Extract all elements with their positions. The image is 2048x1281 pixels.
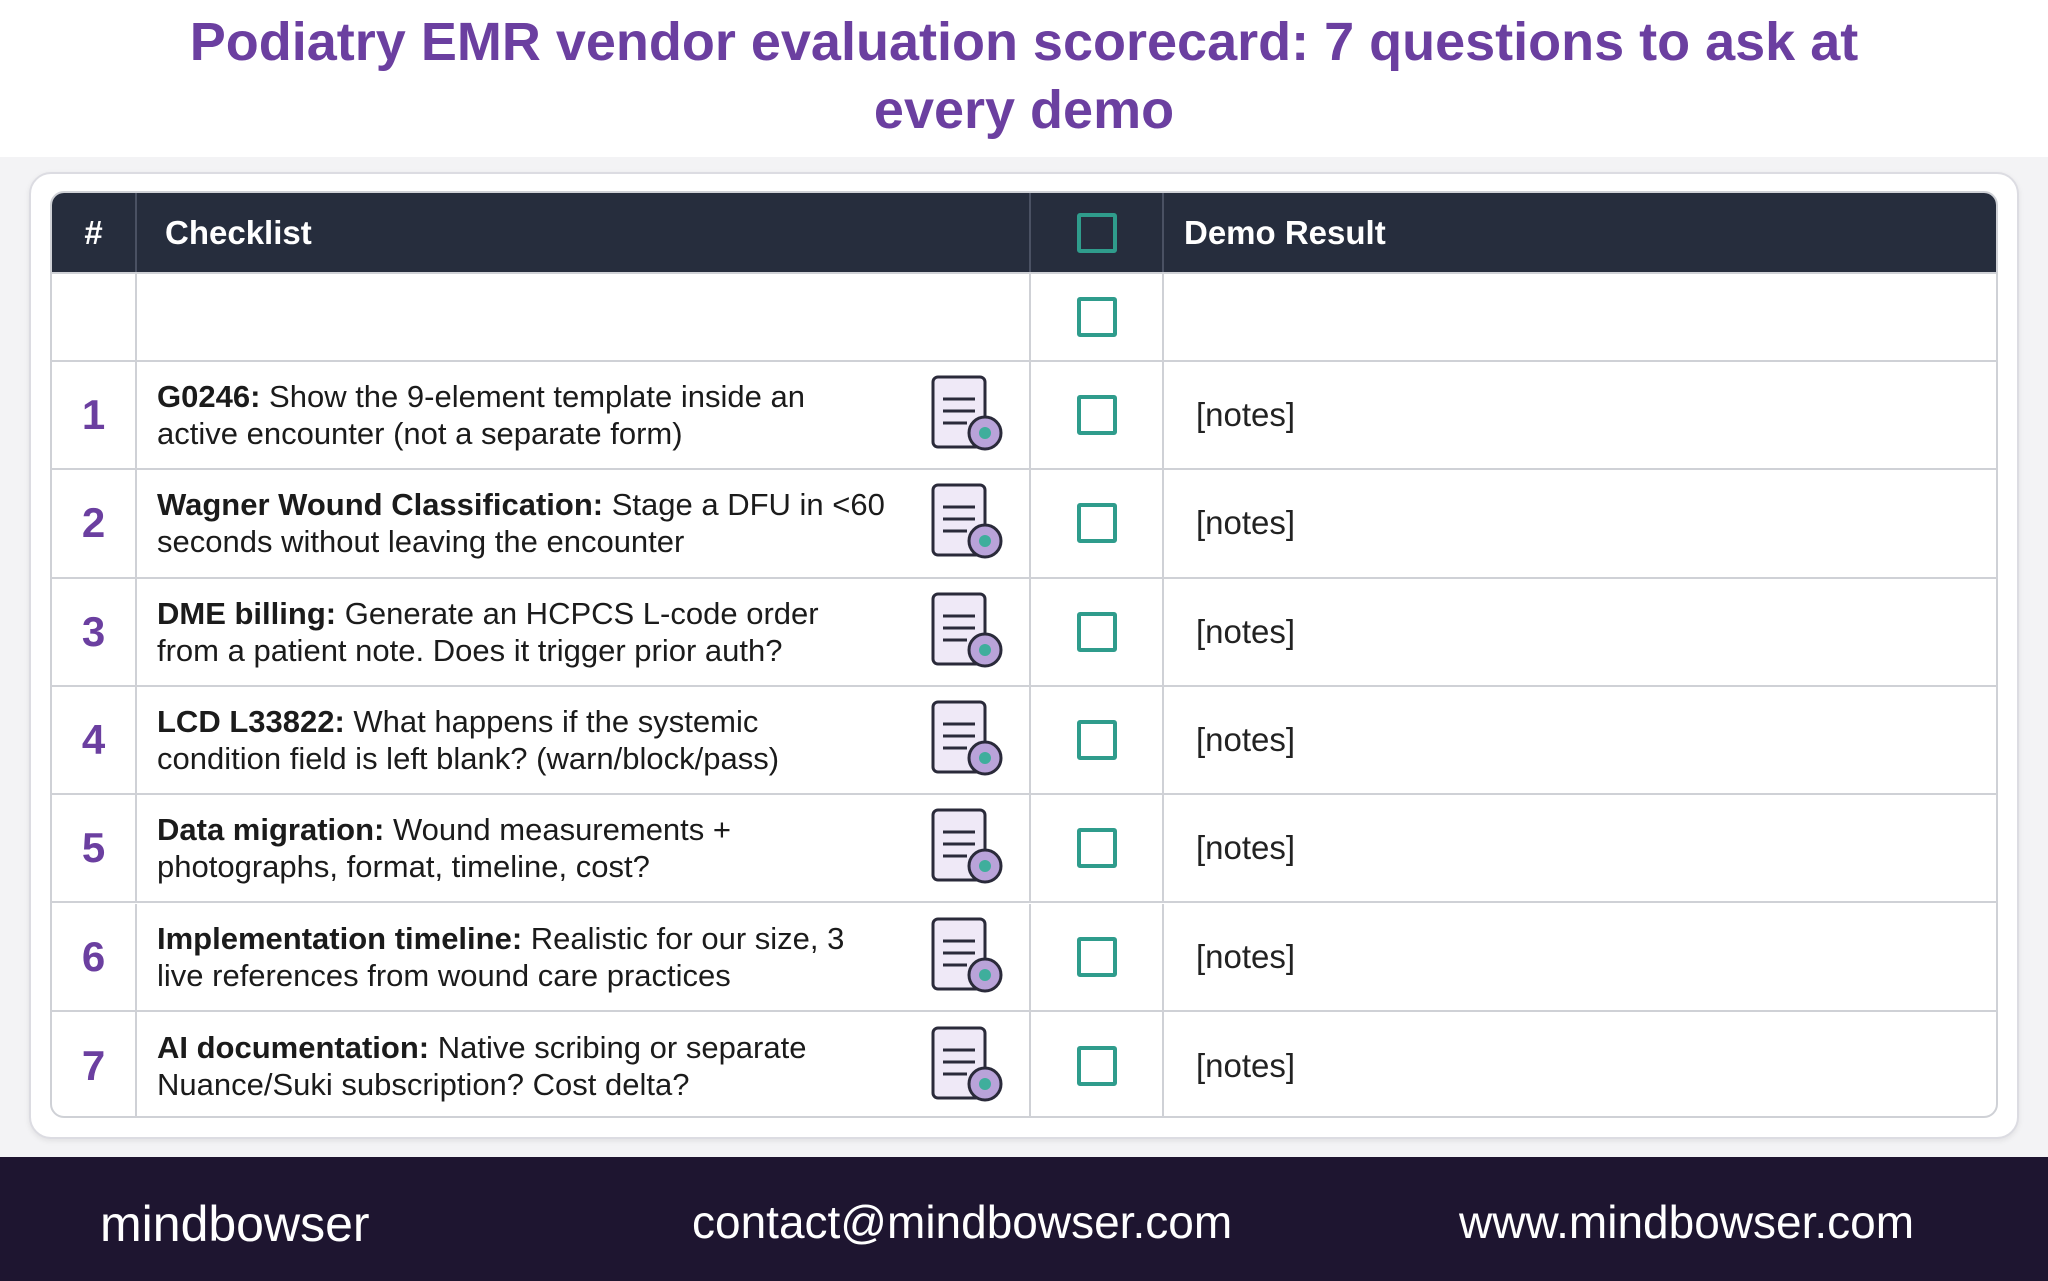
column-header: Checklist (137, 193, 1031, 272)
row-number: 1 (52, 362, 137, 469)
website[interactable]: www.mindbowser.com (1459, 1196, 1915, 1248)
row-number: 7 (52, 1011, 137, 1116)
item-label: G0246: (157, 379, 261, 415)
item-text: What happens if the systemic condition f… (157, 704, 780, 777)
row-number: 2 (52, 470, 137, 577)
cell (52, 274, 137, 360)
demo-result: [notes] (1196, 937, 1296, 975)
table-row: 4 LCD L33822: What happens if the systemi… (52, 686, 1996, 796)
checklist-text: AI documentation: Native scribing or sep… (157, 1029, 889, 1103)
table-row: 1 G0246: Show the 9-element template insi… (52, 362, 1996, 471)
logo: mindbowser (100, 1196, 370, 1252)
checklist-cell: LCD L33822: What happens if the systemic… (137, 686, 1031, 794)
checklist-text: Wagner Wound Classification: Stage a DFU… (157, 486, 889, 560)
item-label: Wagner Wound Classification: (157, 487, 604, 523)
column-header: Demo Result (1184, 213, 1386, 251)
checkbox[interactable] (1076, 503, 1117, 544)
checklist-cell: AI documentation: Native scribing or sep… (137, 1011, 1031, 1116)
checkbox-cell (1031, 470, 1164, 577)
item-text: Realistic for our size, 3 live reference… (157, 920, 845, 993)
checkbox[interactable] (1076, 611, 1117, 652)
icon (931, 592, 1003, 668)
header-row: # Checklist Demo Result (52, 193, 1996, 274)
checklist-cell: DME billing: Generate an HCPCS L-code or… (137, 578, 1031, 685)
item-text: Wound measurements + photographs, format… (157, 812, 732, 885)
checkbox-cell (1031, 903, 1164, 1010)
item-text: Native scribing or separate Nuance/Suki … (157, 1029, 807, 1102)
page-title: Podiatry EMR vendor evaluation scorecard… (189, 12, 1859, 140)
icon-holder (921, 479, 1011, 575)
demo-result: [notes] (1196, 1046, 1296, 1084)
item-label: Data migration: (157, 812, 385, 848)
checklist-cell: Data migration: Wound measurements + pho… (137, 795, 1031, 902)
card (29, 172, 2019, 1139)
icon-holder (921, 371, 1011, 467)
icon (931, 1026, 1003, 1102)
checkbox[interactable] (1076, 297, 1117, 337)
item-label: Implementation timeline: (157, 920, 523, 956)
checklist-text: Data migration: Wound measurements + pho… (157, 811, 889, 885)
checkbox[interactable] (1076, 720, 1117, 761)
item-text: Stage a DFU in <60 seconds without leavi… (157, 487, 885, 560)
table-row: 5 Data migration: Wound measurements + ph… (52, 795, 1996, 904)
icon (931, 483, 1003, 559)
table-row: 2 Wagner Wound Classification: Stage a DF… (52, 470, 1996, 579)
checklist-cell: Implementation timeline: Realistic for o… (137, 903, 1031, 1010)
checkbox[interactable] (1076, 1045, 1117, 1086)
checkbox[interactable] (1076, 395, 1117, 436)
checkbox-cell (1031, 686, 1164, 794)
checklist-text: LCD L33822: What happens if the systemic… (157, 703, 889, 777)
icon-holder (921, 588, 1011, 684)
checkbox-cell (1031, 578, 1164, 685)
icon-holder (921, 804, 1011, 900)
checkbox-cell (1031, 362, 1164, 469)
checkbox-cell (1031, 795, 1164, 902)
item-text: Generate an HCPCS L-code order from a pa… (157, 595, 819, 668)
demo-result: [notes] (1196, 396, 1296, 434)
icon (931, 917, 1003, 993)
checklist-cell: Wagner Wound Classification: Stage a DFU… (137, 470, 1031, 577)
icon (931, 808, 1003, 884)
table-row: 3 DME billing: Generate an HCPCS L-code o… (52, 578, 1996, 687)
scorecard-table: # Checklist Demo Result 1 G0246: Show the… (50, 191, 1998, 1118)
cell (1031, 274, 1164, 360)
demo-result: [notes] (1196, 721, 1296, 759)
table-row: 7 AI documentation: Native scribing or se… (52, 1011, 1996, 1116)
checklist-cell: G0246: Show the 9-element template insid… (137, 362, 1031, 469)
checkbox-column (1031, 193, 1164, 272)
checkbox[interactable] (1076, 212, 1117, 253)
demo-result: [notes] (1196, 504, 1296, 542)
checkbox[interactable] (1076, 936, 1117, 977)
checklist-text: Implementation timeline: Realistic for o… (157, 920, 889, 994)
table-row: 6 Implementation timeline: Realistic for … (52, 903, 1996, 1012)
column-header: # (52, 193, 137, 272)
item-label: LCD L33822: (157, 704, 345, 740)
checklist-text: DME billing: Generate an HCPCS L-code or… (157, 595, 889, 669)
demo-result: [notes] (1196, 612, 1296, 650)
checkbox-cell (1031, 1011, 1164, 1116)
icon (931, 700, 1003, 776)
checkbox[interactable] (1076, 828, 1117, 869)
demo-result: [notes] (1196, 829, 1296, 867)
row-number: 3 (52, 578, 137, 685)
row-number: 5 (52, 795, 137, 902)
icon (931, 375, 1003, 451)
icon-holder (921, 696, 1011, 792)
checklist-text: G0246: Show the 9-element template insid… (157, 378, 889, 452)
icon-holder (921, 1022, 1011, 1116)
item-label: DME billing: (157, 595, 337, 631)
footer: mindbowser contact@mindbowser.com www.mi… (0, 1157, 2048, 1281)
email[interactable]: contact@mindbowser.com (692, 1196, 1233, 1248)
row-number: 6 (52, 903, 137, 1010)
item-text: Show the 9-element template inside an ac… (157, 379, 805, 452)
item-label: AI documentation: (157, 1029, 430, 1065)
row-number: 4 (52, 686, 137, 794)
icon-holder (921, 913, 1011, 1009)
blank-row (52, 274, 1996, 362)
cell (137, 274, 1031, 360)
